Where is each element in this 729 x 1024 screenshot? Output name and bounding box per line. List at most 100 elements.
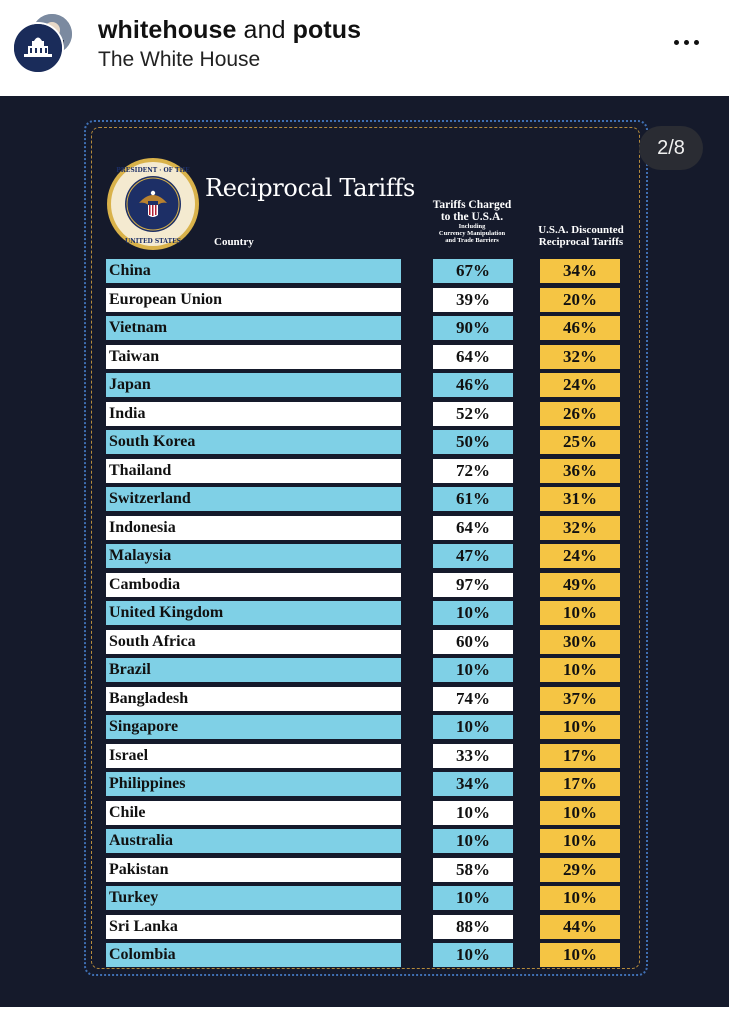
country-cell: European Union (106, 287, 401, 312)
country-cell: Sri Lanka (106, 914, 401, 939)
table-row: China 67% 34% (0, 259, 729, 283)
charged-cell: 10% (433, 601, 513, 625)
table-row: Cambodia 97% 49% (0, 572, 729, 597)
charged-cell: 10% (433, 658, 513, 682)
charged-cell: 74% (433, 686, 513, 711)
country-cell: Japan (106, 373, 401, 397)
charged-cell: 34% (433, 772, 513, 796)
account-subtitle: The White House (98, 48, 261, 71)
table-row: Australia 10% 10% (0, 829, 729, 853)
discount-cell: 46% (540, 316, 620, 340)
graphic-title: Reciprocal Tariffs (205, 174, 416, 202)
inner-border (91, 127, 640, 969)
country-cell: China (106, 259, 401, 283)
country-cell: Switzerland (106, 487, 401, 511)
country-cell: India (106, 401, 401, 426)
country-cell: South Africa (106, 629, 401, 654)
feed-background (0, 1007, 729, 1024)
outer-border (84, 120, 648, 976)
discount-cell: 34% (540, 259, 620, 283)
country-cell: Colombia (106, 943, 401, 967)
country-cell: Pakistan (106, 857, 401, 882)
table-row: Singapore 10% 10% (0, 715, 729, 739)
account-secondary[interactable]: potus (292, 16, 362, 44)
discount-cell: 44% (540, 914, 620, 939)
table-row: Japan 46% 24% (0, 373, 729, 397)
charged-sub-2: Currency Manipulation (438, 230, 506, 237)
charged-cell: 10% (433, 829, 513, 853)
column-header-discount: U.S.A. Discounted Reciprocal Tariffs (522, 224, 640, 248)
svg-text:PRESIDENT · OF THE: PRESIDENT · OF THE (116, 167, 190, 174)
country-cell: Taiwan (106, 344, 401, 369)
charged-cell: 64% (433, 515, 513, 540)
table-row: Colombia 10% 10% (0, 943, 729, 967)
country-cell: United Kingdom (106, 601, 401, 625)
charged-line-1: Tariffs Charged (432, 199, 512, 211)
table-row: Switzerland 61% 31% (0, 487, 729, 511)
discount-cell: 49% (540, 572, 620, 597)
discount-cell: 26% (540, 401, 620, 426)
country-cell: Australia (106, 829, 401, 853)
charged-cell: 52% (433, 401, 513, 426)
discount-cell: 10% (540, 658, 620, 682)
charged-cell: 72% (433, 458, 513, 483)
charged-sub-1: Including (458, 223, 486, 230)
discount-cell: 32% (540, 515, 620, 540)
country-cell: Brazil (106, 658, 401, 682)
country-cell: Malaysia (106, 544, 401, 568)
charged-cell: 33% (433, 743, 513, 768)
country-cell: South Korea (106, 430, 401, 454)
charged-cell: 60% (433, 629, 513, 654)
charged-cell: 58% (433, 857, 513, 882)
post-header: whitehouse and potus The White House (0, 0, 729, 96)
table-row: Philippines 34% 17% (0, 772, 729, 796)
discount-cell: 10% (540, 715, 620, 739)
table-row: Vietnam 90% 46% (0, 316, 729, 340)
table-row: Israel 33% 17% (0, 743, 729, 768)
table-row: Thailand 72% 36% (0, 458, 729, 483)
discount-cell: 25% (540, 430, 620, 454)
table-row: Bangladesh 74% 37% (0, 686, 729, 711)
discount-cell: 17% (540, 743, 620, 768)
table-row: Chile 10% 10% (0, 800, 729, 825)
discount-cell: 37% (540, 686, 620, 711)
account-primary[interactable]: whitehouse (98, 16, 237, 44)
charged-line-2: to the U.S.A. (440, 211, 504, 223)
charged-cell: 67% (433, 259, 513, 283)
table-row: India 52% 26% (0, 401, 729, 426)
discount-cell: 24% (540, 544, 620, 568)
country-cell: Turkey (106, 886, 401, 910)
charged-cell: 61% (433, 487, 513, 511)
charged-cell: 64% (433, 344, 513, 369)
svg-text:UNITED STATES: UNITED STATES (125, 238, 181, 245)
avatar-group[interactable] (12, 14, 74, 76)
avatar-whitehouse[interactable] (12, 22, 64, 74)
discount-cell: 10% (540, 886, 620, 910)
post-image[interactable]: 2/8 PRESIDENT · OF THE UNITED STATES Rec… (0, 96, 729, 1007)
charged-cell: 10% (433, 715, 513, 739)
charged-sub-3: and Trade Barriers (445, 237, 499, 244)
table-row: Taiwan 64% 32% (0, 344, 729, 369)
discount-cell: 10% (540, 601, 620, 625)
country-cell: Vietnam (106, 316, 401, 340)
charged-cell: 50% (433, 430, 513, 454)
table-row: Indonesia 64% 32% (0, 515, 729, 540)
discount-cell: 20% (540, 287, 620, 312)
page-indicator: 2/8 (639, 126, 703, 170)
charged-cell: 97% (433, 572, 513, 597)
discount-cell: 10% (540, 800, 620, 825)
table-row: European Union 39% 20% (0, 287, 729, 312)
presidential-seal-icon: PRESIDENT · OF THE UNITED STATES (106, 157, 200, 251)
charged-cell: 46% (433, 373, 513, 397)
more-options-icon[interactable] (672, 32, 702, 52)
country-cell: Chile (106, 800, 401, 825)
country-cell: Indonesia (106, 515, 401, 540)
table-row: Turkey 10% 10% (0, 886, 729, 910)
charged-cell: 10% (433, 800, 513, 825)
country-cell: Thailand (106, 458, 401, 483)
discount-cell: 29% (540, 857, 620, 882)
account-names[interactable]: whitehouse and potus (98, 16, 361, 45)
discount-cell: 10% (540, 829, 620, 853)
charged-cell: 88% (433, 914, 513, 939)
country-cell: Israel (106, 743, 401, 768)
